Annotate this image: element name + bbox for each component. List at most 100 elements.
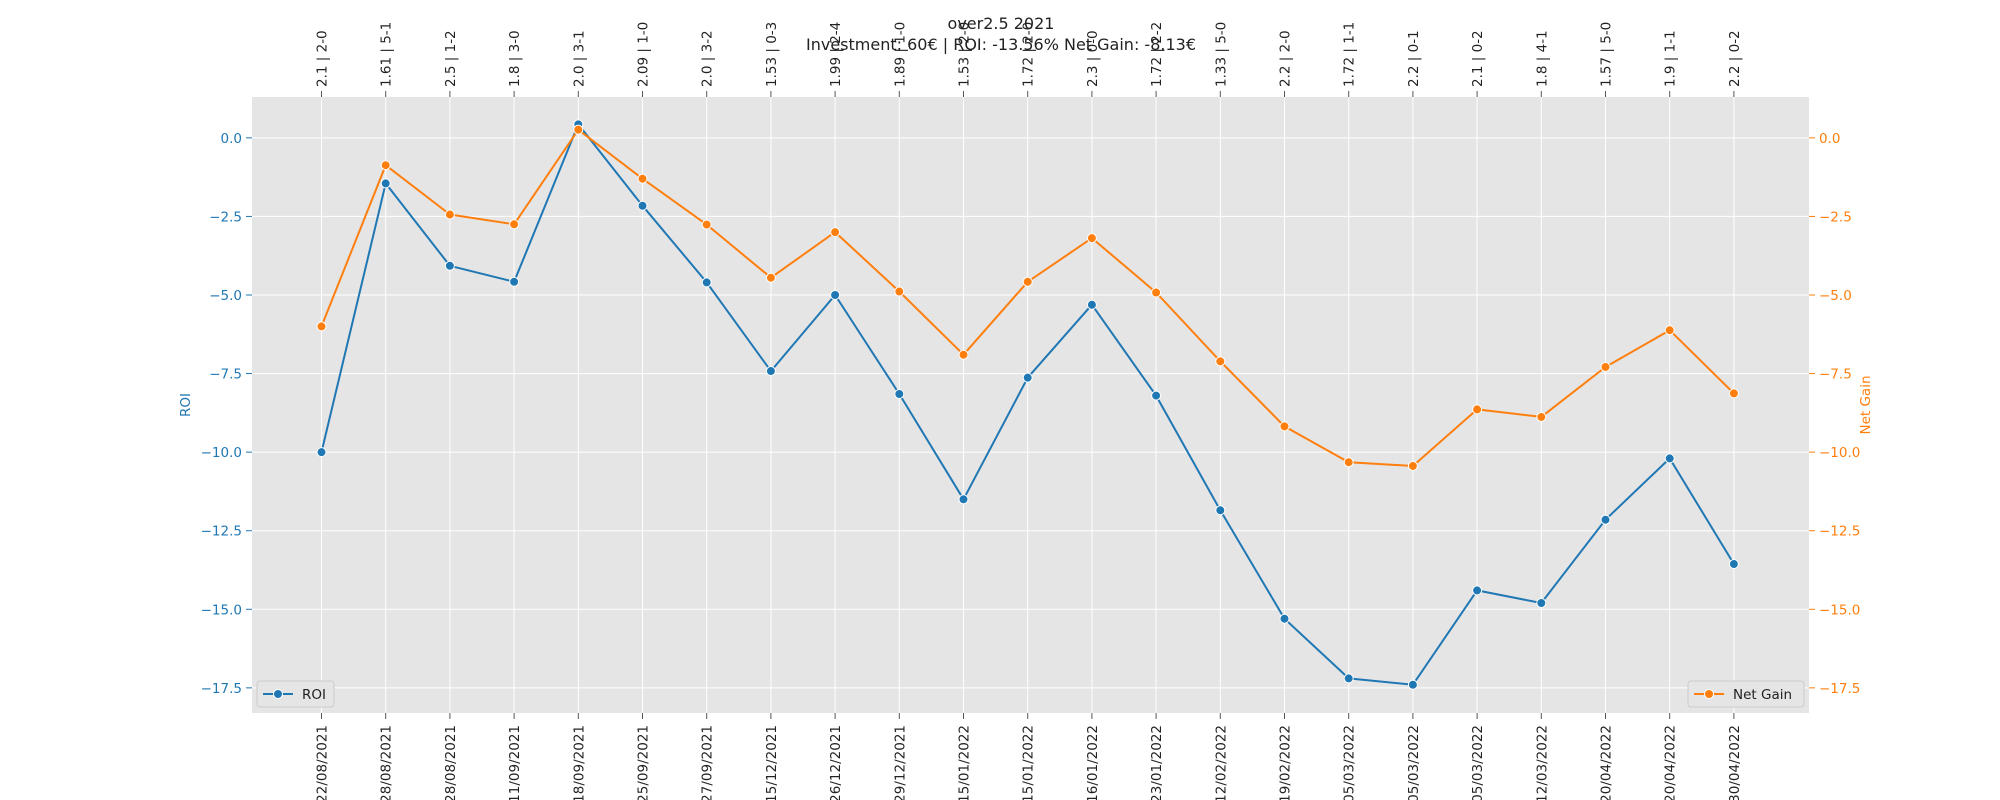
x-tick-label: 18/09/2021 — [571, 725, 587, 800]
x-tick-label: 19/02/2022 — [1278, 725, 1294, 800]
roi-point — [1664, 453, 1675, 464]
roi-point — [830, 290, 841, 300]
y-axis-label: ROI — [178, 393, 194, 417]
y-axis-label-right: Net Gain — [1858, 375, 1874, 434]
roi-point — [1343, 673, 1354, 684]
net-gain-point — [509, 219, 520, 230]
y-tick-label-right: −2.5 — [1819, 209, 1852, 225]
top-tick-label: 1.33 | 5-0 — [1213, 22, 1229, 87]
x-tick-label: 23/01/2022 — [1149, 725, 1165, 800]
top-tick-label: 2.2 | 0-2 — [1727, 30, 1743, 87]
y-tick-label: −10.0 — [201, 445, 242, 461]
net-gain-point — [1215, 356, 1226, 367]
top-tick-label: 1.72 | 1-1 — [1342, 22, 1358, 87]
x-tick-label: 12/02/2022 — [1213, 725, 1229, 800]
roi-point — [1022, 372, 1033, 383]
legend-roi: ROI — [256, 680, 335, 708]
legend-box — [256, 680, 335, 708]
x-tick-label: 25/09/2021 — [636, 725, 652, 800]
roi-point — [1728, 559, 1739, 570]
net-gain-point — [1086, 233, 1097, 244]
x-tick-label: 11/09/2021 — [507, 725, 523, 800]
net-gain-point — [701, 219, 712, 230]
chart-title: over2.5 2021 — [948, 14, 1055, 33]
net-gain-point — [1022, 276, 1033, 287]
net-gain-point — [830, 227, 841, 238]
net-gain-point — [1536, 411, 1547, 422]
right-axis: 0.0 −2.5 −5.0 −7.5 −10.0 −12.5 −15.0 −17.5 — [1809, 131, 1860, 697]
y-tick-label: −15.0 — [201, 602, 242, 618]
net-gain-point — [380, 160, 391, 171]
roi-point — [1151, 390, 1162, 401]
top-tick-label: 1.8 | 4-1 — [1534, 30, 1550, 87]
y-tick-label: −2.5 — [209, 209, 242, 225]
net-gain-point — [1151, 287, 1162, 298]
roi-point — [958, 494, 969, 505]
roi-point — [1086, 299, 1097, 310]
y-tick-label-right: −5.0 — [1819, 288, 1852, 304]
net-gain-point — [1472, 404, 1483, 415]
roi-point — [1407, 679, 1418, 690]
x-tick-label: 05/03/2022 — [1470, 725, 1486, 800]
x-tick-label: 15/12/2021 — [764, 725, 780, 800]
x-tick-label: 20/04/2022 — [1599, 725, 1615, 800]
roi-point — [1600, 514, 1611, 525]
x-tick-label: 28/08/2021 — [379, 725, 395, 800]
y-tick-label: −12.5 — [201, 524, 242, 540]
top-tick-label: 1.89 | 1-0 — [892, 22, 908, 87]
y-tick-label-right: −7.5 — [1819, 367, 1852, 383]
roi-point — [444, 260, 455, 271]
top-tick-label: 2.1 | 0-2 — [1470, 30, 1486, 87]
roi-point — [1536, 598, 1547, 608]
net-gain-point — [1664, 325, 1675, 336]
chart-subtitle: Investment: 60€ | ROI: -13.56% Net Gain:… — [806, 35, 1196, 54]
top-tick-label: 1.53 | 0-3 — [764, 22, 780, 87]
y-tick-label-right: −10.0 — [1819, 445, 1860, 461]
legend-box — [1687, 680, 1805, 708]
legend-net-gain: Net Gain — [1687, 680, 1805, 708]
y-tick-label: −7.5 — [209, 367, 242, 383]
top-tick-label: 2.09 | 1-0 — [636, 22, 652, 87]
roi-point — [894, 389, 905, 399]
roi-point — [701, 277, 712, 288]
net-gain-point — [1279, 421, 1290, 432]
top-tick-label: 2.5 | 1-2 — [443, 30, 459, 87]
x-tick-label: 05/03/2022 — [1342, 725, 1358, 800]
y-tick-label: 0.0 — [221, 131, 242, 147]
roi-point — [1215, 505, 1226, 516]
roi-point — [316, 447, 327, 458]
x-tick-label: 20/04/2022 — [1663, 725, 1679, 800]
net-gain-point — [637, 173, 648, 184]
x-tick-label: 28/08/2021 — [443, 725, 459, 800]
top-tick-label: 2.2 | 0-1 — [1406, 30, 1422, 87]
top-tick-label: 2.3 | 0-0 — [1085, 30, 1101, 87]
net-gain-point — [1407, 460, 1418, 471]
roi-point — [765, 366, 776, 377]
x-tick-label: 27/09/2021 — [700, 725, 716, 800]
y-tick-label-right: 0.0 — [1819, 131, 1840, 147]
x-tick-label: 16/01/2022 — [1085, 725, 1101, 800]
top-axis: 2.1 | 2-0 1.61 | 5-1 2.5 | 1-2 1.8 | 3-0 2.0… — [315, 22, 1743, 97]
y-tick-label-right: −15.0 — [1819, 602, 1860, 618]
roi-point — [637, 200, 648, 211]
top-tick-label: 2.1 | 2-0 — [315, 30, 331, 87]
x-axis: 22/08/2021 28/08/2021 28/08/2021 11/09/2021… — [315, 713, 1743, 800]
left-axis: 0.0 −2.5 −5.0 −7.5 −10.0 −12.5 −15.0 −17.5 — [201, 131, 252, 697]
x-tick-label: 15/01/2022 — [957, 725, 973, 800]
top-tick-label: 1.72 | 2-2 — [1149, 22, 1165, 87]
y-tick-label-right: −12.5 — [1819, 524, 1860, 540]
x-tick-label: 29/12/2021 — [892, 725, 908, 800]
legend-marker — [1704, 689, 1714, 699]
net-gain-point — [1728, 388, 1739, 399]
plot-area — [252, 97, 1809, 713]
top-tick-label: 2.0 | 3-1 — [571, 30, 587, 87]
roi-point — [380, 178, 391, 189]
y-tick-label: −5.0 — [209, 288, 242, 304]
net-gain-point — [958, 349, 969, 360]
x-tick-label: 26/12/2021 — [828, 725, 844, 800]
top-tick-label: 1.9 | 1-1 — [1663, 30, 1679, 87]
top-tick-label: 1.57 | 5-0 — [1599, 22, 1615, 87]
net-gain-point — [316, 321, 327, 332]
net-gain-point — [444, 209, 455, 220]
